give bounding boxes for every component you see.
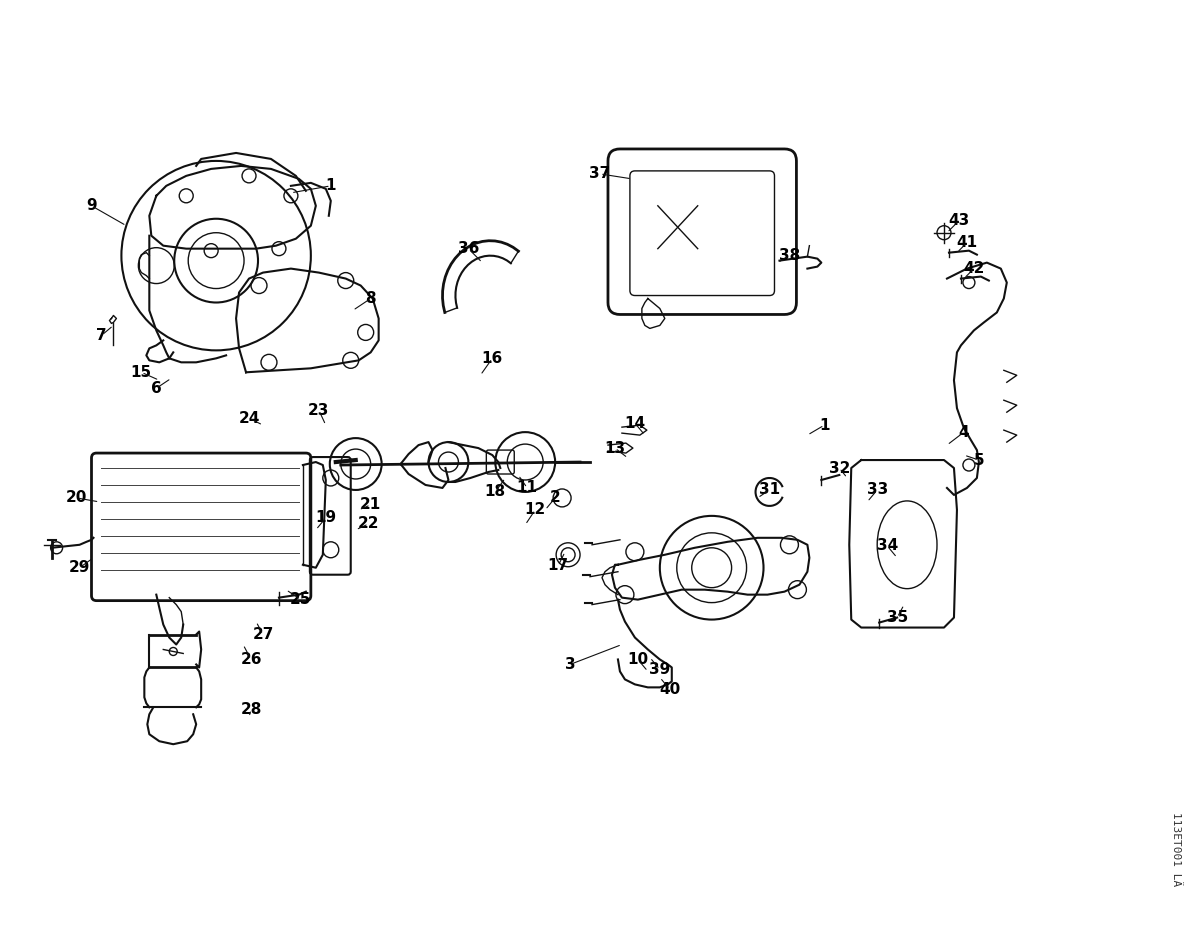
Text: 13: 13 (605, 440, 625, 456)
Text: 26: 26 (240, 652, 262, 667)
Text: 38: 38 (779, 248, 800, 263)
Text: 31: 31 (758, 482, 780, 497)
Text: 6: 6 (151, 381, 162, 396)
Text: 35: 35 (887, 610, 907, 625)
Text: 29: 29 (68, 560, 90, 575)
Text: 19: 19 (316, 511, 336, 526)
Text: 23: 23 (308, 402, 330, 418)
Text: 113ET001 LÄ: 113ET001 LÄ (1171, 811, 1181, 886)
Text: 40: 40 (659, 682, 680, 697)
Text: 43: 43 (948, 214, 970, 229)
Text: 28: 28 (240, 702, 262, 716)
Text: 33: 33 (866, 482, 888, 497)
Text: 10: 10 (628, 652, 648, 667)
Text: 25: 25 (290, 592, 312, 607)
Text: 5: 5 (973, 453, 984, 468)
Text: 22: 22 (358, 516, 379, 531)
Text: 3: 3 (565, 657, 576, 672)
Text: 18: 18 (485, 484, 506, 499)
Text: 4: 4 (959, 424, 970, 439)
Text: 8: 8 (365, 291, 376, 306)
Text: 7: 7 (96, 328, 107, 343)
Text: 9: 9 (86, 198, 97, 214)
Text: 41: 41 (956, 235, 978, 251)
Text: 1: 1 (820, 418, 829, 433)
Text: 12: 12 (524, 502, 546, 517)
Text: 14: 14 (624, 416, 646, 431)
Text: 42: 42 (964, 261, 984, 276)
Text: 17: 17 (547, 558, 569, 573)
Text: 37: 37 (589, 166, 611, 181)
Text: 32: 32 (829, 460, 850, 475)
Text: 24: 24 (239, 411, 259, 426)
Text: 21: 21 (360, 497, 382, 512)
Text: 11: 11 (517, 480, 538, 495)
Text: 36: 36 (457, 241, 479, 256)
Text: 1: 1 (325, 178, 336, 194)
Text: 16: 16 (481, 351, 503, 366)
Text: 34: 34 (876, 538, 898, 553)
Text: 27: 27 (252, 627, 274, 642)
Text: 2: 2 (550, 491, 560, 506)
Text: 20: 20 (66, 491, 88, 506)
Text: 15: 15 (131, 364, 152, 380)
Text: 39: 39 (649, 662, 671, 677)
